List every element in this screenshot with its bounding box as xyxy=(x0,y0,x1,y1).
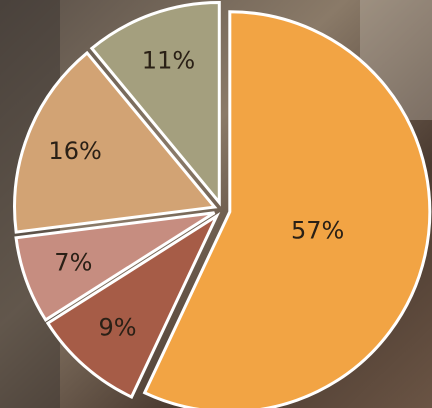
slice-label: 57% xyxy=(291,216,344,244)
pie-slice xyxy=(45,211,221,399)
pie-slice xyxy=(89,0,221,207)
pie-slice xyxy=(13,50,218,234)
slice-label: 11% xyxy=(142,46,195,74)
slice-label: 9% xyxy=(98,314,136,342)
slice-label: 7% xyxy=(54,249,92,277)
pie-slice xyxy=(14,211,216,322)
slice-label: 16% xyxy=(48,137,101,165)
pie-slice xyxy=(142,10,432,408)
